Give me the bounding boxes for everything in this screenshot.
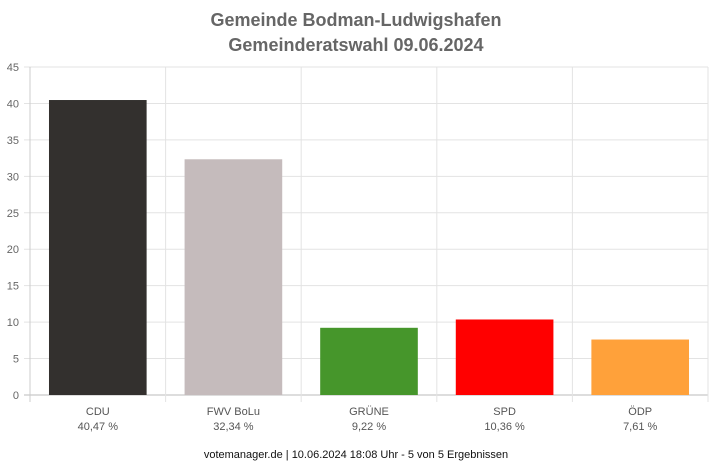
y-tick-label: 15 bbox=[7, 281, 19, 293]
x-tick-label: ÖDP bbox=[628, 406, 652, 418]
data-label: 10,36 % bbox=[484, 421, 525, 433]
data-label: 7,61 % bbox=[623, 421, 657, 433]
bar-chart: 0 5 10 15 20 25 30 35 40 45 CDU 40,47 % FWV BoLu 32,… bbox=[7, 62, 709, 433]
x-tick-label: FWV BoLu bbox=[207, 406, 260, 418]
y-tick-label: 25 bbox=[7, 208, 19, 220]
footer-source: votemanager.de | 10.06.2024 18:08 Uhr - … bbox=[203, 449, 509, 461]
data-label: 9,22 % bbox=[352, 421, 386, 433]
y-tick-label: 40 bbox=[7, 98, 19, 110]
y-tick-label: 5 bbox=[13, 354, 19, 366]
y-axis: 0 5 10 15 20 25 30 35 40 45 bbox=[7, 62, 19, 402]
y-tick-label: 10 bbox=[7, 317, 19, 329]
x-tick-label: GRÜNE bbox=[349, 406, 389, 418]
y-tick-label: 35 bbox=[7, 135, 19, 147]
data-label: 40,47 % bbox=[78, 421, 119, 433]
x-axis: CDU 40,47 % FWV BoLu 32,34 % GRÜNE 9,22 % SPD 1… bbox=[78, 406, 658, 433]
bar-2 bbox=[320, 327, 418, 395]
chart-subtitle: Gemeinderatswahl 09.06.2024 bbox=[228, 35, 484, 55]
y-tick-label: 30 bbox=[7, 171, 19, 183]
bar-4 bbox=[591, 339, 690, 395]
x-tick-label: SPD bbox=[493, 406, 516, 418]
chart-title: Gemeinde Bodman-Ludwigshafen bbox=[210, 10, 502, 30]
x-tick-label: CDU bbox=[86, 406, 110, 418]
y-tick-label: 45 bbox=[7, 62, 19, 74]
y-tick-label: 0 bbox=[13, 390, 19, 402]
bar-3 bbox=[455, 319, 554, 395]
data-label: 32,34 % bbox=[213, 421, 254, 433]
bar-1 bbox=[184, 159, 283, 395]
bars bbox=[48, 100, 690, 395]
y-tick-label: 20 bbox=[7, 244, 19, 256]
bar-0 bbox=[48, 100, 147, 395]
